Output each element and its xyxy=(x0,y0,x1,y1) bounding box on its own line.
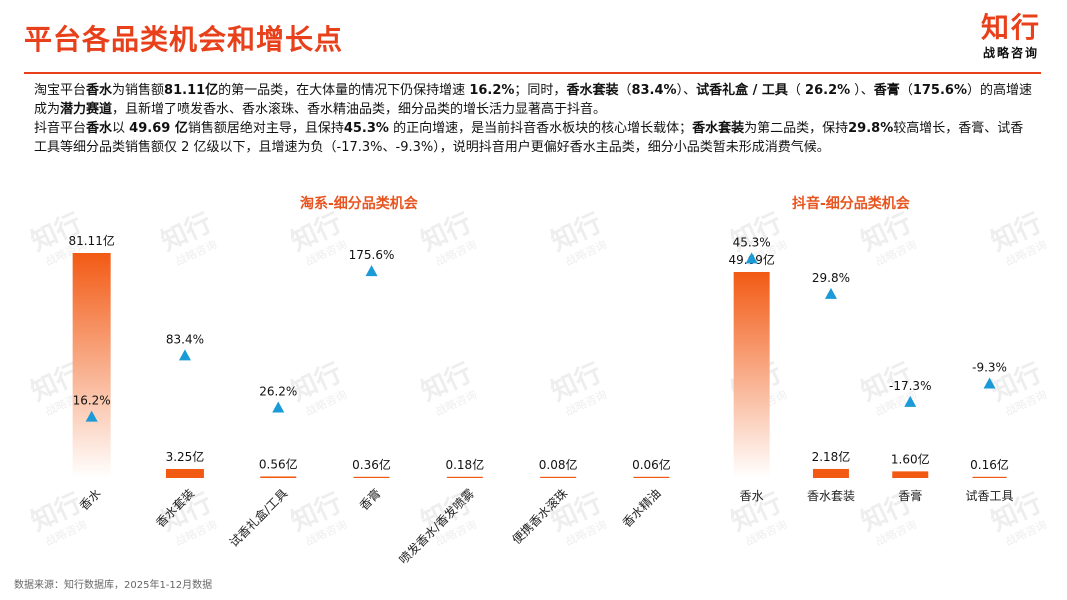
bar-value-label: 1.60亿 xyxy=(891,451,930,466)
growth-label: -17.3% xyxy=(889,379,931,393)
growth-marker xyxy=(745,252,758,264)
taobao-chart-title: 淘系-细分品类机会 xyxy=(300,196,418,212)
category-label: 香水精油 xyxy=(620,486,664,530)
growth-label: 175.6% xyxy=(349,248,395,262)
bar xyxy=(972,476,1007,478)
summary-run: 较高增长，香膏、试香工具等细分品类销售额仅 2 亿级以下，且增速为负（-17.3… xyxy=(34,121,1024,155)
growth-label: 45.3% xyxy=(733,235,771,249)
summary-run: 81.11亿 xyxy=(164,83,219,98)
summary-run: 试香礼盒 / 工具 xyxy=(696,83,788,98)
logo-sub: 战略咨询 xyxy=(982,46,1039,60)
growth-marker xyxy=(904,395,917,407)
summary-run: 香水套装 xyxy=(566,83,619,98)
bar xyxy=(633,476,670,478)
summary-run: 香膏 xyxy=(873,83,900,98)
summary-run: 的第一品类，在大体量的情况下仍保持增速 xyxy=(218,83,470,98)
bar-value-label: 3.25亿 xyxy=(166,449,205,464)
summary-run: （ xyxy=(899,83,913,98)
growth-marker xyxy=(272,401,285,413)
bar-value-label: 81.11亿 xyxy=(68,233,114,248)
bar-value-label: 0.16亿 xyxy=(970,457,1009,472)
summary-run: （ xyxy=(787,83,806,98)
growth-marker xyxy=(365,265,378,277)
bar xyxy=(446,476,483,478)
summary-run: 为销售额 xyxy=(112,83,165,98)
summary-run: 香水 xyxy=(86,121,113,136)
bar-value-label: 0.08亿 xyxy=(539,457,578,472)
title-divider xyxy=(24,72,1041,74)
summary-run: 为第二品类，保持 xyxy=(744,121,849,136)
summary-run: 销售额居绝对主导，且保持 xyxy=(187,121,344,136)
category-label: 试香礼盒/工具 xyxy=(226,486,290,550)
bar xyxy=(165,468,204,478)
growth-marker xyxy=(178,349,191,361)
summary-run: 香水 xyxy=(86,83,113,98)
logo-main: 知行 xyxy=(980,11,1041,44)
douyin-chart-title: 抖音-细分品类机会 xyxy=(792,196,910,212)
bar xyxy=(353,476,390,478)
summary-run: 香水套装 xyxy=(692,121,745,136)
bar xyxy=(260,476,297,478)
category-label: 试香工具 xyxy=(966,488,1014,503)
growth-label: 29.8% xyxy=(812,271,850,285)
bar xyxy=(892,471,929,478)
summary-run: 83.4% xyxy=(631,83,677,98)
summary-run: 45.3% xyxy=(343,121,389,136)
summary-run: 以 xyxy=(112,121,130,136)
page-title: 平台各品类机会和增长点 xyxy=(24,23,344,56)
category-label: 香膏 xyxy=(356,486,384,514)
category-label: 香水套装 xyxy=(807,489,855,503)
summary-run: ，且新增了喷发香水、香水滚珠、香水精油品类，细分品类的增长活力显著高于抖音。 xyxy=(112,102,607,117)
summary-douyin: 抖音平台香水以 49.69 亿销售额居绝对主导，且保持45.3% 的正向增速，是… xyxy=(34,119,1034,157)
summary-run: 49.69 亿 xyxy=(129,121,188,136)
summary-run: 的正向增速，是当前抖音香水板块的核心增长载体； xyxy=(388,121,693,136)
summary-run: ；同时， xyxy=(514,83,567,98)
bar-value-label: 0.56亿 xyxy=(259,456,298,471)
summary-run: ）、 xyxy=(676,83,697,98)
summary-run: 16.2% xyxy=(469,83,515,98)
growth-marker xyxy=(824,287,837,299)
summary-run: 抖音平台 xyxy=(34,121,87,136)
bar xyxy=(812,468,849,478)
growth-marker xyxy=(983,377,996,389)
growth-label: 16.2% xyxy=(73,394,111,408)
category-label: 香膏 xyxy=(898,488,922,503)
bar xyxy=(72,253,111,478)
summary-run: （ xyxy=(618,83,632,98)
bar xyxy=(733,272,770,478)
growth-marker xyxy=(85,410,98,422)
summary-run: 淘宝平台 xyxy=(34,83,87,98)
bar-value-label: 0.18亿 xyxy=(445,457,484,472)
bar-value-label: 0.36亿 xyxy=(352,457,391,472)
bar-value-label: 2.18亿 xyxy=(812,449,851,464)
summary-run: 潜力赛道 xyxy=(60,102,113,117)
douyin-chart: 49.69亿香水45.3%2.18亿香水套装29.8%1.60亿香膏-17.3%… xyxy=(728,235,1013,503)
summary-run: 29.8% xyxy=(848,121,894,136)
summary-run: ）的高增速成为 xyxy=(34,83,1032,117)
growth-label: 83.4% xyxy=(166,332,204,346)
summary-run: ）、 xyxy=(850,83,874,98)
bar-value-label: 0.06亿 xyxy=(632,457,671,472)
category-label: 香水 xyxy=(740,489,764,503)
summary-run: 26.2% xyxy=(805,83,851,98)
summary-taobao: 淘宝平台香水为销售额81.11亿的第一品类，在大体量的情况下仍保持增速 16.2… xyxy=(34,81,1034,119)
growth-label: -9.3% xyxy=(972,361,1007,375)
growth-label: 26.2% xyxy=(259,385,297,399)
bar xyxy=(540,476,577,478)
brand-logo: 知行 战略咨询 xyxy=(981,12,1041,61)
summary-run: 175.6% xyxy=(912,83,967,98)
data-source: 数据来源：知行数据库，2025年1-12月数据 xyxy=(14,580,213,591)
